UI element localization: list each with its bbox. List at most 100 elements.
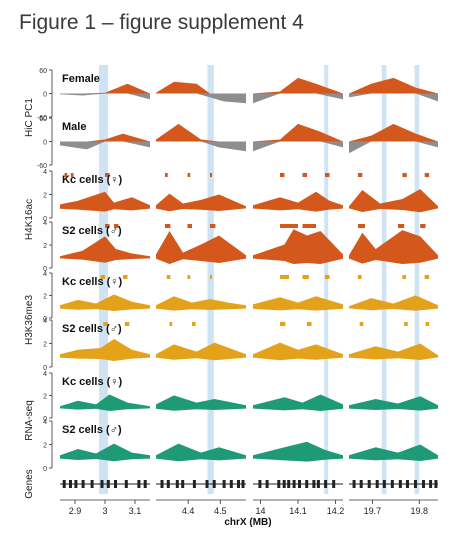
y-tick-label-5-1: 2 xyxy=(43,342,47,349)
pc1-negative-area-0-0 xyxy=(60,93,150,100)
peak-mark-4-2-1 xyxy=(302,275,309,279)
y-tick-label-6-1: 2 xyxy=(43,394,47,401)
gene-mark-0-0 xyxy=(62,480,66,488)
signal-area-3-2 xyxy=(253,229,343,264)
signal-area-3-1 xyxy=(156,231,246,264)
highlight-band-0-0 xyxy=(99,65,108,494)
gene-mark-2-6 xyxy=(298,480,301,488)
pc1-positive-area-1-1 xyxy=(156,123,246,142)
gene-mark-2-7 xyxy=(305,480,309,488)
gene-mark-1-5 xyxy=(205,480,209,488)
x-tick-label-0-0: 2.9 xyxy=(69,506,82,516)
gene-mark-0-9 xyxy=(137,480,141,488)
signal-area-5-3 xyxy=(349,343,438,360)
signal-area-7-1 xyxy=(156,443,246,462)
x-tick-label-1-1: 4.5 xyxy=(214,506,227,516)
y-tick-label-0-2: -60 xyxy=(37,115,47,122)
y-tick-label-4-1: 2 xyxy=(43,294,47,301)
x-tick-label-1-0: 4.4 xyxy=(182,506,195,516)
pc1-positive-area-0-0 xyxy=(60,83,150,94)
pc1-negative-area-1-0 xyxy=(60,141,150,150)
gene-mark-1-0 xyxy=(160,480,164,488)
y-tick-label-6-2: 0 xyxy=(43,416,47,423)
pc1-negative-area-1-3 xyxy=(349,141,438,154)
peak-mark-4-0-0 xyxy=(100,275,105,279)
signal-area-6-3 xyxy=(349,396,438,411)
gene-mark-2-10 xyxy=(324,480,328,488)
signal-area-4-2 xyxy=(253,296,343,311)
pc1-positive-area-1-0 xyxy=(60,133,150,142)
x-tick-label-2-2: 14.2 xyxy=(327,506,345,516)
gene-mark-2-1 xyxy=(265,480,269,488)
gene-mark-1-10 xyxy=(241,480,245,488)
gene-mark-3-0 xyxy=(352,480,356,488)
peak-mark-4-0-1 xyxy=(123,275,128,279)
gene-mark-3-2 xyxy=(367,480,371,488)
y-tick-label-5-0: 4 xyxy=(43,318,47,325)
x-tick-label-2-1: 14.1 xyxy=(289,506,307,516)
y-tick-label-0-1: 0 xyxy=(43,92,47,99)
signal-area-4-3 xyxy=(349,295,438,311)
y-tick-label-2-1: 2 xyxy=(43,193,47,200)
gene-mark-0-4 xyxy=(90,480,94,488)
peak-mark-4-1-0 xyxy=(166,275,171,279)
track-label-6: Kc cells (♀) xyxy=(62,376,123,388)
gene-mark-3-9 xyxy=(421,480,425,488)
pc1-negative-area-1-2 xyxy=(253,141,343,152)
gene-mark-3-5 xyxy=(390,480,394,488)
peak-mark-3-0-0 xyxy=(105,224,110,228)
y-tick-label-4-2: 0 xyxy=(43,316,47,323)
signal-area-3-3 xyxy=(349,230,438,264)
signal-area-5-2 xyxy=(253,342,343,361)
track-label-3: S2 cells (♂) xyxy=(62,225,122,237)
gene-mark-0-10 xyxy=(143,480,147,488)
gene-mark-1-7 xyxy=(222,480,226,488)
peak-mark-3-1-1 xyxy=(187,224,192,228)
track-label-2: Kc cells (♀) xyxy=(62,174,123,186)
peak-mark-3-1-2 xyxy=(210,224,216,228)
y-tick-label-7-2: 0 xyxy=(43,466,47,473)
track-label-4: Kc cells (♀) xyxy=(62,276,123,288)
peak-mark-2-2-2 xyxy=(325,173,330,177)
y-tick-label-2-2: 0 xyxy=(43,216,47,223)
highlight-band-2-0 xyxy=(324,65,329,494)
gene-mark-1-6 xyxy=(212,480,216,488)
peak-mark-2-1-0 xyxy=(165,173,168,177)
peak-mark-2-1-1 xyxy=(187,173,191,177)
x-tick-label-3-1: 19.8 xyxy=(410,506,428,516)
peak-mark-3-3-0 xyxy=(357,224,366,228)
gene-mark-1-3 xyxy=(181,480,185,488)
pc1-positive-area-0-2 xyxy=(253,77,343,94)
peak-mark-2-2-0 xyxy=(280,173,285,177)
peak-mark-5-3-0 xyxy=(359,322,364,326)
pc1-positive-area-0-3 xyxy=(349,77,438,94)
gene-mark-0-2 xyxy=(74,480,78,488)
peak-mark-3-3-1 xyxy=(397,224,405,228)
gene-mark-3-7 xyxy=(405,480,409,488)
signal-area-4-1 xyxy=(156,296,246,311)
gene-mark-2-5 xyxy=(292,480,296,488)
y-tick-label-1-1: 0 xyxy=(43,140,47,147)
peak-mark-5-3-2 xyxy=(425,322,430,326)
peak-mark-5-0-1 xyxy=(124,322,130,326)
gene-mark-3-6 xyxy=(398,480,402,488)
track-label-1: Male xyxy=(62,121,86,133)
peak-mark-5-1-1 xyxy=(192,322,196,326)
y-tick-label-7-1: 2 xyxy=(43,443,47,450)
peak-mark-2-0-1 xyxy=(70,173,74,177)
signal-area-3-0 xyxy=(60,236,150,263)
y-tick-label-1-0: 60 xyxy=(39,116,47,123)
peak-mark-2-0-0 xyxy=(64,173,68,177)
y-tick-label-1-2: -60 xyxy=(37,163,47,170)
peak-mark-5-1-0 xyxy=(169,322,173,326)
y-tick-label-3-1: 2 xyxy=(43,243,47,250)
gene-mark-1-8 xyxy=(229,480,233,488)
peak-mark-4-2-2 xyxy=(325,275,330,279)
peak-mark-2-1-2 xyxy=(210,173,212,177)
gene-mark-2-3 xyxy=(282,480,286,488)
gene-mark-3-8 xyxy=(413,480,417,488)
gene-mark-3-4 xyxy=(382,480,386,488)
peak-mark-4-3-2 xyxy=(424,275,430,279)
gene-mark-2-8 xyxy=(312,480,316,488)
